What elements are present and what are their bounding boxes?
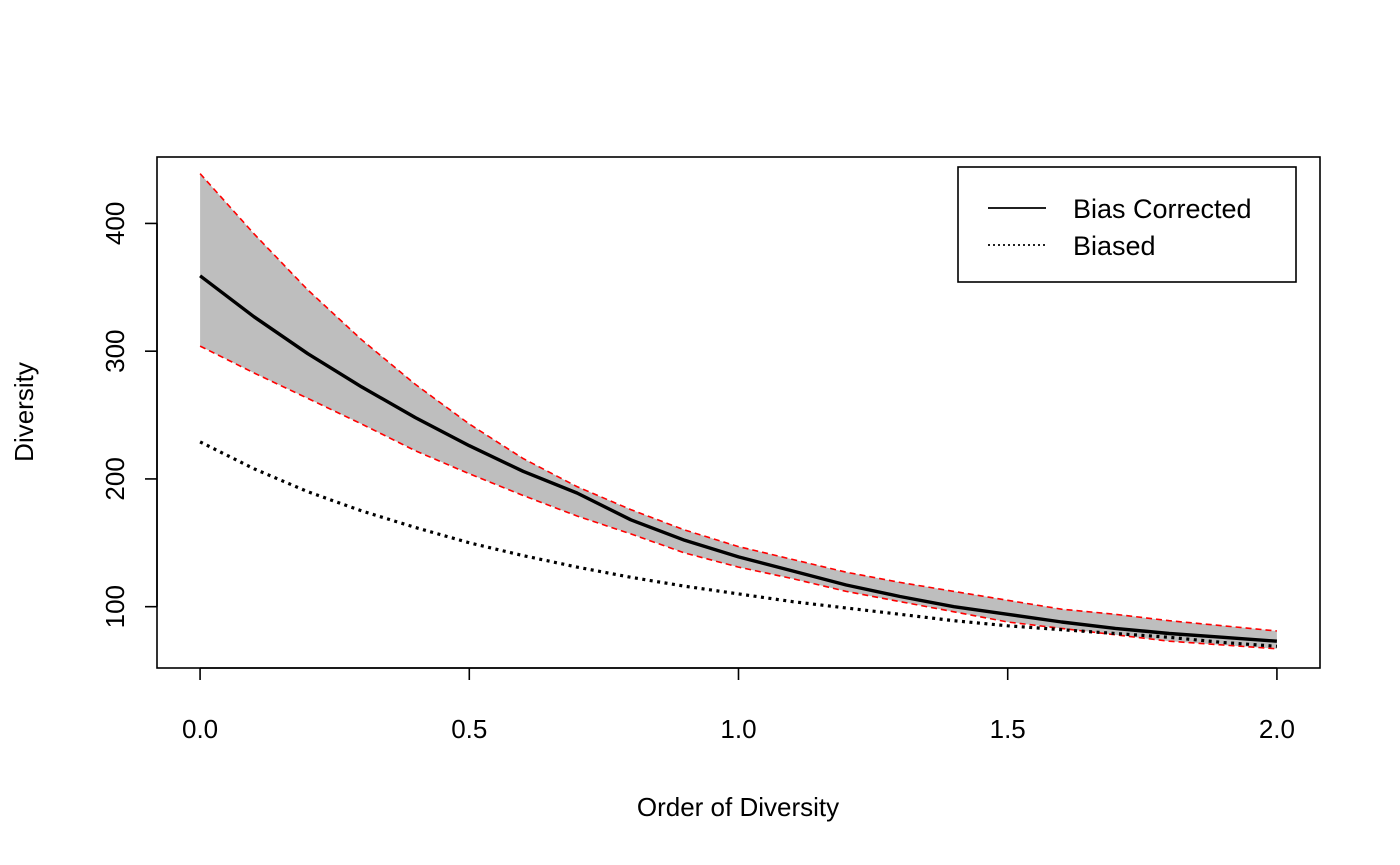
y-axis-title: Diversity (9, 362, 39, 462)
legend: Bias Corrected Biased (957, 166, 1297, 283)
confidence-band (199, 173, 1277, 650)
legend-box (957, 166, 1297, 283)
confidence-band-upper (199, 173, 1277, 632)
y-tick-label: 400 (100, 202, 130, 245)
legend-label-biased: Biased (1073, 231, 1156, 261)
legend-label-bias-corrected: Bias Corrected (1073, 194, 1252, 224)
confidence-band-lower (199, 345, 1277, 650)
x-tick-label: 0.0 (182, 714, 218, 744)
x-tick-label: 0.5 (451, 714, 487, 744)
series-line-bias-corrected (199, 274, 1278, 643)
series-lines (199, 274, 1278, 648)
y-tick-label: 300 (100, 330, 130, 373)
x-tick-label: 1.5 (990, 714, 1026, 744)
x-axis: 0.0 0.5 1.0 1.5 2.0 (182, 667, 1295, 744)
x-axis-title: Order of Diversity (637, 792, 839, 822)
x-tick-label: 2.0 (1259, 714, 1295, 744)
y-axis: 100 200 300 400 (100, 202, 158, 628)
y-tick-label: 200 (100, 457, 130, 500)
series-line-biased (199, 440, 1278, 648)
x-tick-label: 1.0 (720, 714, 756, 744)
y-tick-label: 100 (100, 585, 130, 628)
confidence-band-fill (200, 173, 1277, 649)
